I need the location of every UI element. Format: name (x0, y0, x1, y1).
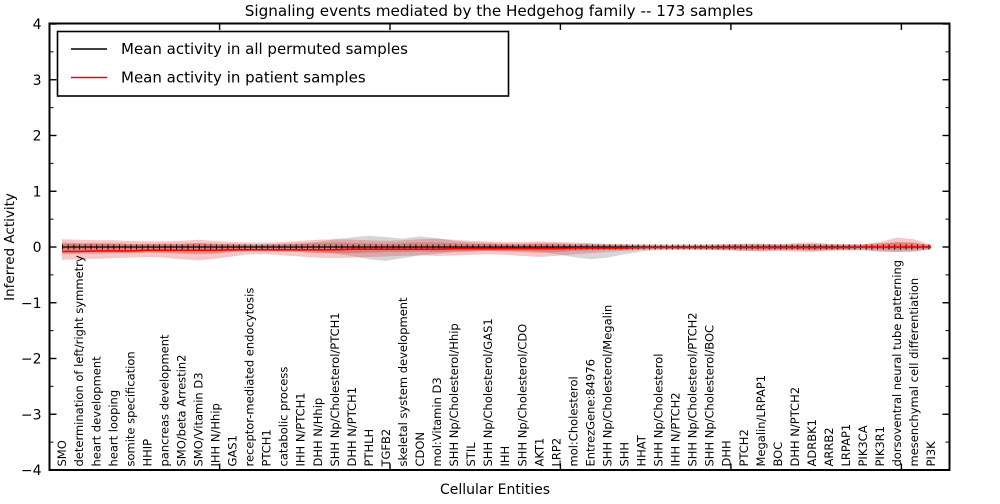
x-tick-label: pancreas development (157, 334, 171, 467)
x-tick-label: DHH N/Hhip (311, 398, 325, 467)
x-tick-label: PTCH1 (260, 429, 274, 466)
x-tick-label: IHH (498, 446, 512, 467)
x-tick-label: ADRBK1 (805, 419, 819, 466)
x-tick-label: mesenchymal cell differentiation (907, 278, 921, 467)
x-tick-label: SHH Np/Cholesterol/Megalin (600, 305, 614, 467)
x-tick-label: dorsoventral neural tube patterning (890, 260, 904, 467)
x-tick-label: SHH Np/Cholesterol/GAS1 (481, 318, 495, 466)
y-tick-label: −2 (21, 352, 42, 368)
x-tick-label: LRPAP1 (839, 424, 853, 467)
x-tick-label: DHH (720, 440, 734, 466)
axes-frame (48, 22, 951, 471)
legend-box (56, 30, 510, 97)
x-tick-label: heart development (89, 356, 103, 467)
y-tick-label: 2 (33, 129, 42, 145)
legend-label-permuted: Mean activity in all permuted samples (121, 40, 408, 58)
x-tick-label: somite specification (123, 351, 137, 466)
x-tick-label: SHH Np/Cholesterol/Hhip (447, 323, 461, 466)
legend: Mean activity in all permuted samples Me… (56, 30, 510, 97)
x-tick-label: IHH N/PTCH1 (294, 392, 308, 466)
x-axis-label: Cellular Entities (440, 482, 550, 498)
y-tick-labels: 4 3 2 1 0 −1 −2 −3 −4 (21, 17, 42, 479)
x-tick-label: TGFB2 (379, 429, 393, 468)
y-tick-label: 4 (33, 17, 42, 33)
x-tick-label: PTHLH (362, 429, 376, 467)
y-tick-label: 0 (33, 240, 42, 256)
x-tick-label: mol:Vitamin D3 (430, 377, 444, 466)
mean-activity-lines (62, 244, 931, 253)
x-tick-label: SHH Np/Cholesterol/BOC (703, 325, 717, 467)
x-tick-labels: SMO determination of left/right symmetry h… (55, 255, 938, 467)
x-tick-label: PTCH2 (737, 429, 751, 466)
y-tick-label: −3 (21, 407, 42, 423)
x-tick-label: LRP2 (549, 438, 563, 467)
x-tick-label: receptor-mediated endocytosis (243, 288, 257, 467)
x-tick-label: PI3K (924, 441, 938, 467)
y-tick-label: 1 (33, 184, 42, 200)
x-tick-label: CDON (413, 432, 427, 467)
x-tick-label: SHH Np/Cholesterol (652, 354, 666, 467)
x-tick-label: HHIP (140, 439, 154, 467)
patient-mean-line (62, 246, 931, 253)
x-tick-label: ARRB2 (822, 427, 836, 466)
x-tick-label: DHH N/PTCH1 (345, 387, 359, 467)
x-tick-label: AKT1 (532, 438, 546, 467)
x-tick-label: SMO/beta Arrestin2 (174, 355, 188, 467)
x-tick-label: SHH (617, 442, 631, 467)
x-tick-label: catabolic process (277, 367, 291, 467)
x-tick-label: mol:Cholesterol (566, 376, 580, 466)
x-tick-label: PIK3R1 (873, 426, 887, 467)
x-tick-label: PIK3CA (856, 425, 870, 466)
x-tick-label: heart looping (106, 390, 120, 467)
x-tick-label: determination of left/right symmetry (72, 255, 86, 466)
x-tick-label: SMO (55, 440, 69, 466)
y-axis-label: Inferred Activity (2, 193, 18, 301)
x-tick-label: SHH Np/Cholesterol/PTCH2 (686, 312, 700, 466)
x-tick-label: SHH Np/Cholesterol/PTCH1 (328, 312, 342, 466)
x-tick-label: HHAT (635, 434, 649, 466)
x-tick-label: EntrezGene:84976 (583, 359, 597, 466)
legend-label-patient: Mean activity in patient samples (121, 69, 366, 87)
x-tick-label: IHH N/Hhip (209, 403, 223, 466)
x-tick-label: Megalin/LRPAP1 (754, 375, 768, 467)
x-tick-label: skeletal system development (396, 297, 410, 467)
x-tick-label: SMO/Vitamin D3 (192, 372, 206, 466)
y-tick-label: 3 (33, 73, 42, 89)
x-tick-label: STIL (464, 442, 478, 467)
x-tick-label: IHH N/PTCH2 (669, 392, 683, 466)
y-tick-label: −4 (21, 463, 42, 479)
x-tick-label: SHH Np/Cholesterol/CDO (515, 324, 529, 467)
x-tick-label: GAS1 (226, 435, 240, 466)
x-tick-label: BOC (771, 442, 785, 467)
chart-title: Signaling events mediated by the Hedgeho… (245, 2, 754, 20)
x-tick-label: DHH N/PTCH2 (788, 387, 802, 467)
y-tick-label: −1 (21, 296, 42, 312)
